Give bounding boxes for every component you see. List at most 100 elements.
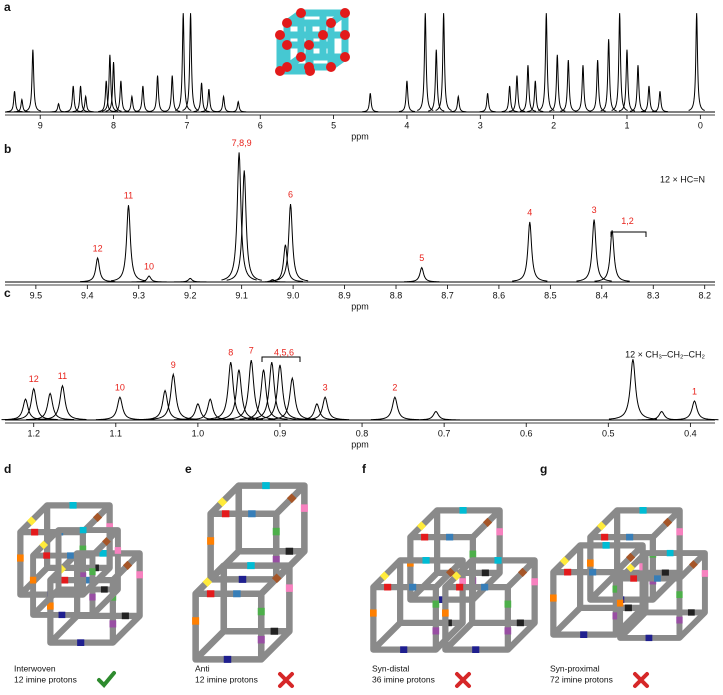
x-tick-label: 9.3 <box>133 290 146 300</box>
peak <box>538 13 555 111</box>
x-axis-label: ppm <box>351 439 369 449</box>
peak <box>629 65 647 112</box>
peak <box>618 49 636 112</box>
note: 12 × CH₃–CH₂–CH₂ <box>625 349 705 359</box>
peak <box>450 94 467 113</box>
peak-label: 2 <box>392 383 397 393</box>
x-tick-label: 3 <box>478 120 483 130</box>
peak <box>123 94 140 113</box>
peak <box>574 65 592 112</box>
peak-label: 10 <box>115 383 125 393</box>
caption-name: Anti <box>195 663 210 673</box>
panel-letter: e <box>185 462 192 476</box>
peak <box>576 219 612 282</box>
peak-label: 11 <box>58 371 67 381</box>
peak-label: 8 <box>228 347 233 357</box>
x-tick-label: 9.4 <box>81 290 94 300</box>
peak-label: 9 <box>171 360 176 370</box>
cage-anti <box>196 486 305 660</box>
peak <box>227 360 276 420</box>
peak <box>292 403 341 421</box>
x-tick-label: 0.7 <box>438 428 451 438</box>
peak <box>479 93 496 113</box>
x-tick-label: 4 <box>404 120 409 130</box>
x-tick-label: 9.2 <box>184 290 197 300</box>
peak <box>640 85 658 113</box>
x-tick-label: 0 <box>698 120 703 130</box>
peak <box>519 65 537 112</box>
peak-label: 1 <box>692 386 697 396</box>
peak <box>186 398 235 421</box>
peak <box>131 275 167 283</box>
x-tick-label: 8.7 <box>441 290 454 300</box>
peak <box>193 82 210 113</box>
peak <box>501 85 518 113</box>
caption-protons: 36 imine protons <box>372 674 435 684</box>
peak <box>72 85 89 113</box>
x-tick-label: 7 <box>184 120 189 130</box>
peak <box>149 75 166 112</box>
peak <box>182 13 199 111</box>
peak <box>651 91 669 113</box>
peak-label: 3 <box>592 205 597 215</box>
x-axis-label: ppm <box>351 301 369 311</box>
peak <box>411 410 460 421</box>
peak <box>112 80 129 113</box>
peak <box>404 266 440 283</box>
caption-name: Interwoven <box>14 663 56 673</box>
panel-letter: d <box>4 462 11 476</box>
peak <box>600 39 617 112</box>
peak <box>26 392 75 421</box>
x-tick-label: 9.5 <box>30 290 43 300</box>
panel-letter: f <box>362 462 367 476</box>
cage-syn-proximal <box>553 510 705 638</box>
peak <box>95 396 144 421</box>
peak <box>417 13 434 111</box>
peak <box>254 279 291 283</box>
caption-name: Syn-distal <box>372 663 409 673</box>
peak <box>549 54 566 112</box>
peak <box>164 75 181 112</box>
peak <box>594 230 630 282</box>
peak <box>200 89 217 113</box>
peak <box>134 85 151 113</box>
peak <box>173 403 222 421</box>
check-icon <box>97 671 116 688</box>
peak <box>670 400 719 421</box>
x-tick-label: 1.2 <box>27 428 40 438</box>
peak <box>77 94 94 113</box>
peak <box>247 361 296 420</box>
peak <box>226 170 262 281</box>
x-tick-label: 5 <box>331 120 336 130</box>
peak <box>362 93 379 113</box>
x-tick-label: 9 <box>38 120 43 130</box>
peak <box>221 152 257 281</box>
peak-label: 3 <box>323 383 328 393</box>
caption-protons: 12 imine protons <box>195 674 258 684</box>
peak <box>172 277 208 283</box>
peak <box>38 384 87 420</box>
peak <box>110 205 147 282</box>
peak <box>608 359 657 420</box>
x-tick-label: 0.5 <box>602 428 615 438</box>
peak <box>428 49 445 112</box>
x-tick-label: 1 <box>624 120 629 130</box>
peak <box>98 80 115 113</box>
cage-syn-distal <box>373 510 534 649</box>
note: 12 × HC=N <box>660 174 705 184</box>
peak <box>13 97 30 113</box>
x-tick-label: 8.2 <box>698 290 711 300</box>
peak-label: 11 <box>124 191 133 201</box>
peak <box>79 256 116 283</box>
x-tick-label: 8.6 <box>493 290 506 300</box>
peak <box>149 372 198 420</box>
peak-label: 6 <box>288 189 293 199</box>
peak <box>24 49 41 112</box>
peak-label: 12 <box>29 374 39 384</box>
panel-letter: g <box>540 462 547 476</box>
cross-icon <box>455 672 471 688</box>
peak <box>6 91 23 113</box>
peak <box>215 94 232 113</box>
